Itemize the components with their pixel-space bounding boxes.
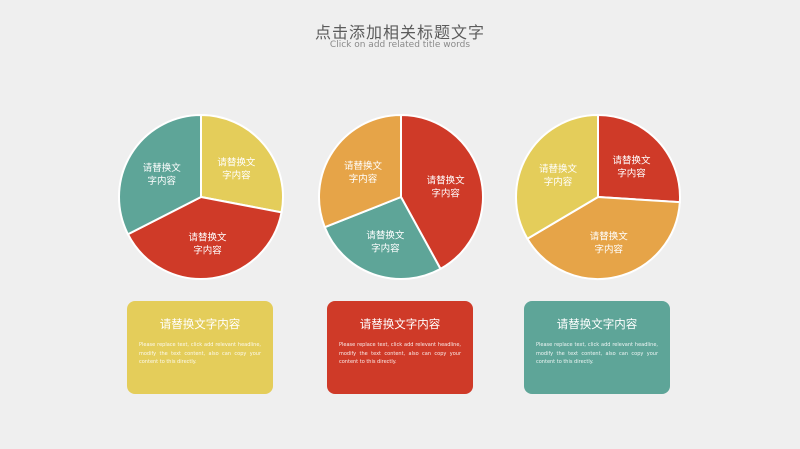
page-title: 点击添加相关标题文字	[314, 23, 485, 42]
pie-slice-label: 请替换文字内容	[143, 162, 182, 187]
pie-slice-label: 请替换文字内容	[590, 231, 629, 256]
pie-slice	[515, 113, 599, 241]
pie-slice	[318, 113, 402, 229]
card-body-text: Please replace text, click add relevant …	[536, 342, 658, 365]
pie-slice	[118, 113, 202, 236]
pie-slice-label: 请替换文字内容	[188, 232, 227, 257]
pie-slice-label: 请替换文字内容	[366, 229, 405, 254]
pie-slice	[126, 195, 283, 281]
pie-slice-label: 请替换文字内容	[217, 157, 256, 182]
info-card-2[interactable]: 请替换文字内容 Please replace text, click add r…	[327, 301, 473, 394]
pie-slice-label: 请替换文字内容	[612, 155, 651, 180]
page-subtitle: Click on add related title words	[329, 40, 471, 50]
info-card-1[interactable]: 请替换文字内容 Please replace text, click add r…	[127, 301, 273, 394]
pie-slice-label: 请替换文字内容	[539, 163, 578, 188]
card-title: 请替换文字内容	[556, 317, 638, 331]
info-card-3[interactable]: 请替换文字内容 Please replace text, click add r…	[524, 301, 670, 394]
pie-slice	[323, 195, 442, 280]
pie-slice	[200, 113, 284, 214]
pie-slice	[597, 113, 681, 204]
pie-slice-label: 请替换文字内容	[344, 160, 383, 185]
card-body-text: Please replace text, click add relevant …	[139, 342, 261, 365]
card-title: 请替换文字内容	[159, 317, 241, 331]
pie-slice	[526, 195, 681, 280]
card-title: 请替换文字内容	[359, 317, 441, 331]
pie-slice	[400, 113, 484, 271]
pie-slice-label: 请替换文字内容	[427, 175, 466, 200]
card-body-text: Please replace text, click add relevant …	[339, 342, 461, 365]
